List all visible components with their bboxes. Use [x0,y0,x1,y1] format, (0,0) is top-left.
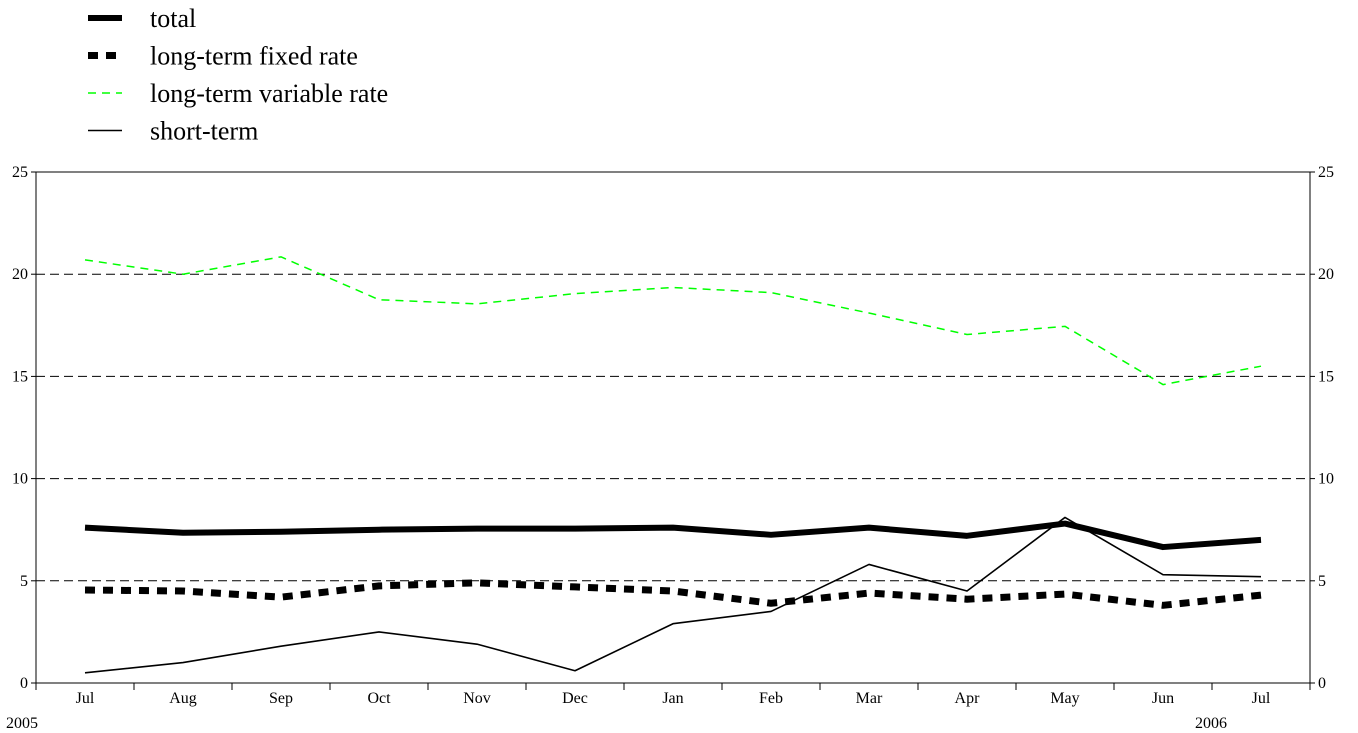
series-line-long-term-variable-rate [84,256,1262,386]
legend-label: long-term variable rate [150,79,388,108]
year-label-end: 2006 [1195,715,1227,732]
y-tick-label-left: 15 [12,368,28,385]
x-tick-label: Feb [759,690,783,707]
legend: total long-term fixed rate long-term varia… [88,4,388,146]
x-tick-label: Dec [562,690,588,707]
x-tick-label: Jul [76,690,95,707]
y-tick-label-left: 0 [20,675,28,692]
x-tick-label: Sep [269,690,293,707]
series-line-total [84,520,1262,551]
y-tick-label-right: 10 [1318,471,1334,488]
x-tick-label: Apr [955,690,981,707]
gridlines [36,273,1310,582]
y-tick-label-right: 20 [1318,266,1334,283]
y-tick-label-left: 20 [12,266,28,283]
legend-label: total [150,4,196,33]
x-tick-label: Mar [856,690,883,707]
y-tick-label-left: 5 [20,573,28,590]
x-tick-label: Jul [1252,690,1271,707]
x-tick-label: Oct [367,690,391,707]
y-tick-label-left: 10 [12,471,28,488]
y-tick-label-right: 15 [1318,368,1334,385]
plot-frame [35,171,1311,684]
y-tick-label-right: 25 [1318,164,1334,181]
x-tick-label: Jan [662,690,683,707]
x-tick-label: Aug [169,690,197,707]
series-line-short-term [84,516,1262,674]
series-layer [84,256,1262,674]
x-tick-label: Jun [1152,690,1174,707]
x-tick-label: Nov [463,690,491,707]
series-line-long-term-fixed-rate [84,579,1262,609]
y-axis-left: 0 5 10 15 20 25 [12,164,36,692]
y-tick-label-right: 0 [1318,675,1326,692]
year-label-start: 2005 [6,715,38,732]
y-tick-label-right: 5 [1318,573,1326,590]
x-axis: Jul Aug Sep Oct Nov Dec Jan Feb Mar Apr May Jun Jul 2… [6,683,1311,732]
y-axis-right: 0 5 10 15 20 25 [1310,164,1334,692]
x-tick-label: May [1050,690,1079,707]
legend-label: long-term fixed rate [150,42,358,71]
y-tick-label-left: 25 [12,164,28,181]
legend-label: short-term [150,117,258,146]
